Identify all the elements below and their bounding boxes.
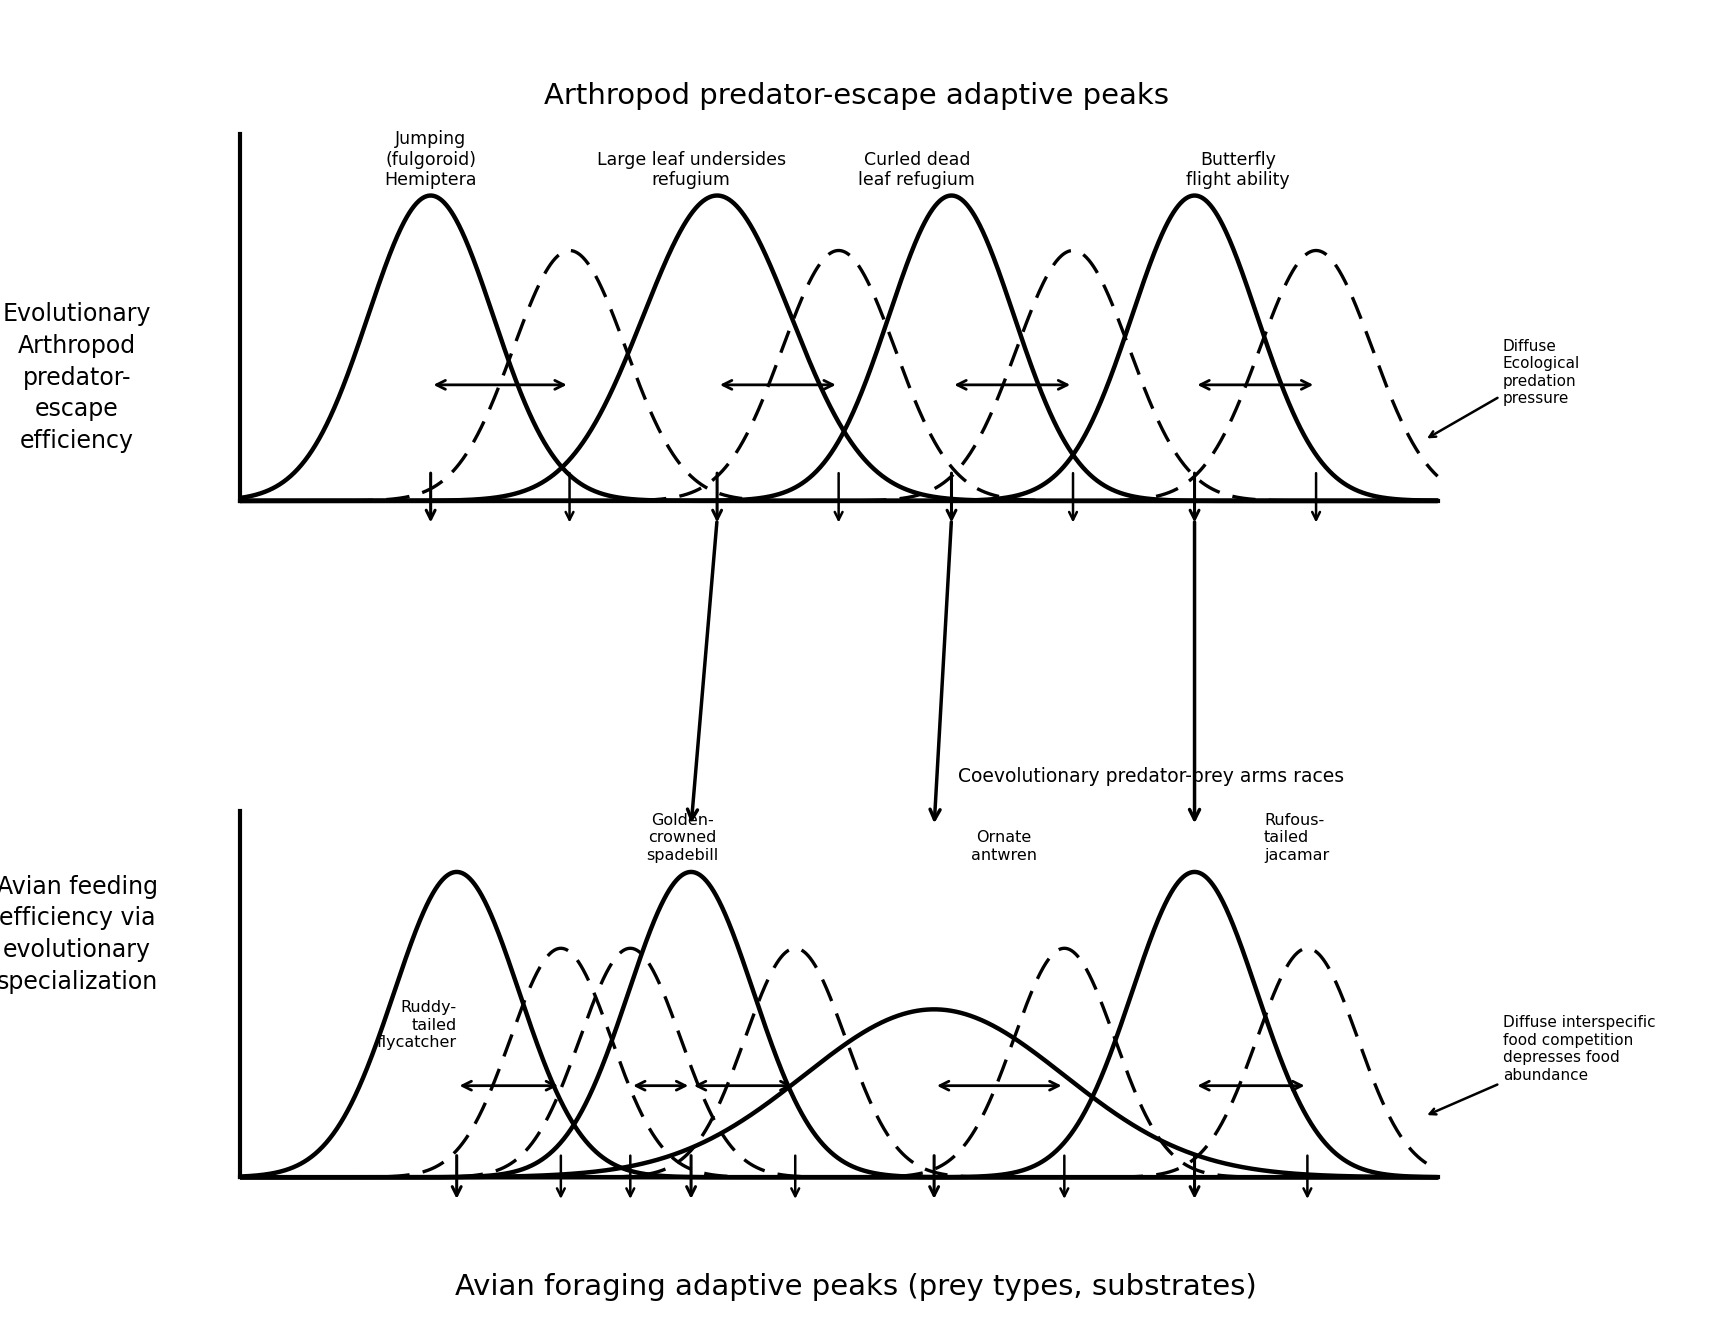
Text: Coevolutionary predator-prey arms races: Coevolutionary predator-prey arms races	[959, 767, 1344, 787]
Text: Jumping
(fulgoroid)
Hemiptera: Jumping (fulgoroid) Hemiptera	[385, 130, 478, 189]
Text: Diffuse interspecific
food competition
depresses food
abundance: Diffuse interspecific food competition d…	[1430, 1015, 1656, 1114]
Text: Diffuse
Ecological
predation
pressure: Diffuse Ecological predation pressure	[1430, 339, 1580, 437]
Text: Golden-
crowned
spadebill: Golden- crowned spadebill	[645, 814, 719, 863]
Text: Avian foraging adaptive peaks (prey types, substrates): Avian foraging adaptive peaks (prey type…	[455, 1273, 1257, 1301]
Text: Ornate
antwren: Ornate antwren	[971, 831, 1036, 863]
Text: Evolutionary
Arthropod
predator-
escape
efficiency: Evolutionary Arthropod predator- escape …	[3, 302, 151, 453]
Text: Ruddy-
tailed
flycatcher: Ruddy- tailed flycatcher	[377, 1000, 457, 1049]
Text: Curled dead
leaf refugium: Curled dead leaf refugium	[858, 151, 976, 189]
Text: Rufous-
tailed
jacamar: Rufous- tailed jacamar	[1263, 814, 1329, 863]
Text: Arthropod predator-escape adaptive peaks: Arthropod predator-escape adaptive peaks	[543, 82, 1169, 110]
Text: Large leaf undersides
refugium: Large leaf undersides refugium	[596, 151, 786, 189]
Text: Avian feeding
efficiency via
evolutionary
specialization: Avian feeding efficiency via evolutionar…	[0, 874, 158, 994]
Text: Butterfly
flight ability: Butterfly flight ability	[1186, 151, 1289, 189]
